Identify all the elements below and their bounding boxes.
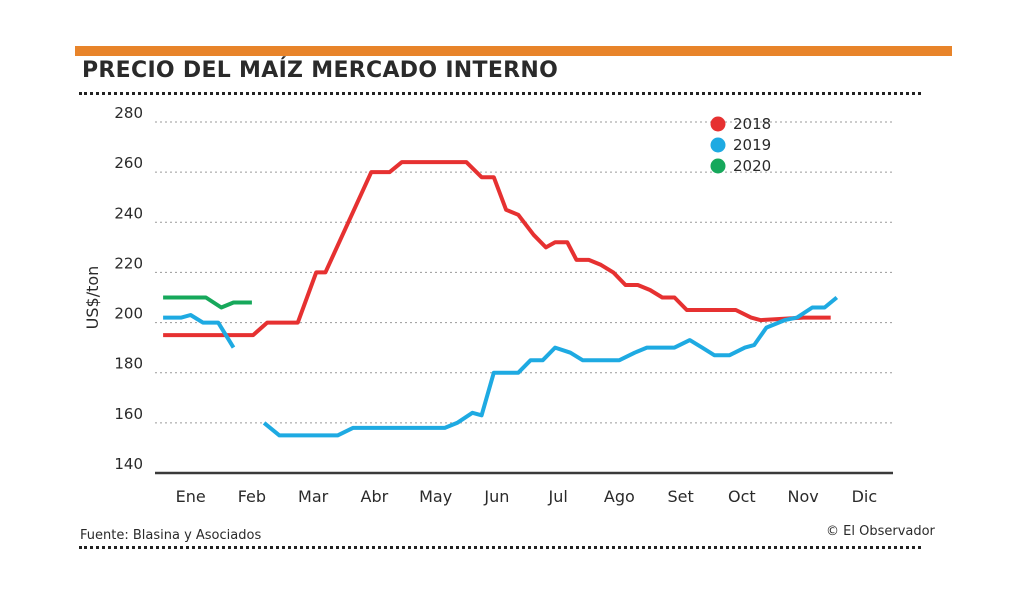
grid-lines (155, 121, 893, 475)
legend-label-2020: 2020 (733, 157, 771, 175)
x-tick-label: Feb (238, 487, 266, 506)
source-note: Fuente: Blasina y Asociados (80, 528, 262, 543)
title-divider (79, 92, 921, 95)
legend-label-2019: 2019 (733, 136, 771, 154)
series-line-2018 (163, 160, 831, 338)
x-tick-label: Jul (547, 487, 567, 506)
y-tick-label: 180 (114, 355, 143, 373)
x-tick-label: Nov (788, 487, 819, 506)
series-line-2019 (163, 313, 236, 349)
legend-marker-2019 (710, 137, 726, 153)
credit-note: © El Observador (826, 524, 935, 539)
legend: 2018 2019 2020 (710, 115, 771, 175)
x-tick-label: Set (667, 487, 693, 506)
y-axis-ticks: 140 160 180 200 220 240 260 280 (114, 104, 143, 473)
x-tick-label: Ago (604, 487, 635, 506)
y-tick-label: 220 (114, 254, 143, 272)
y-axis-label: US$/ton (83, 266, 102, 330)
y-tick-label: 240 (114, 204, 143, 222)
y-tick-label: 280 (114, 104, 143, 122)
x-tick-label: Ene (176, 487, 206, 506)
x-tick-label: Mar (298, 487, 329, 506)
legend-marker-2020 (710, 158, 726, 174)
x-tick-label: May (419, 487, 452, 506)
chart-title: PRECIO DEL MAÍZ MERCADO INTERNO (82, 58, 559, 83)
series-lines (163, 160, 839, 438)
series-line-2019 (262, 295, 839, 438)
x-tick-label: Abr (361, 487, 389, 506)
legend-label-2018: 2018 (733, 115, 771, 133)
y-tick-label: 140 (114, 455, 143, 473)
x-tick-label: Oct (728, 487, 756, 506)
series-line-2020 (163, 295, 252, 310)
x-tick-label: Dic (852, 487, 878, 506)
y-tick-label: 200 (114, 305, 143, 323)
x-tick-label: Jun (483, 487, 509, 506)
x-axis-ticks: Ene Feb Mar Abr May Jun Jul Ago Set Oct Nov Dic (176, 487, 878, 506)
legend-marker-2018 (710, 116, 726, 132)
footer-divider (79, 546, 921, 549)
y-tick-label: 160 (114, 405, 143, 423)
y-tick-label: 260 (114, 154, 143, 172)
header-accent-bar (75, 46, 952, 56)
